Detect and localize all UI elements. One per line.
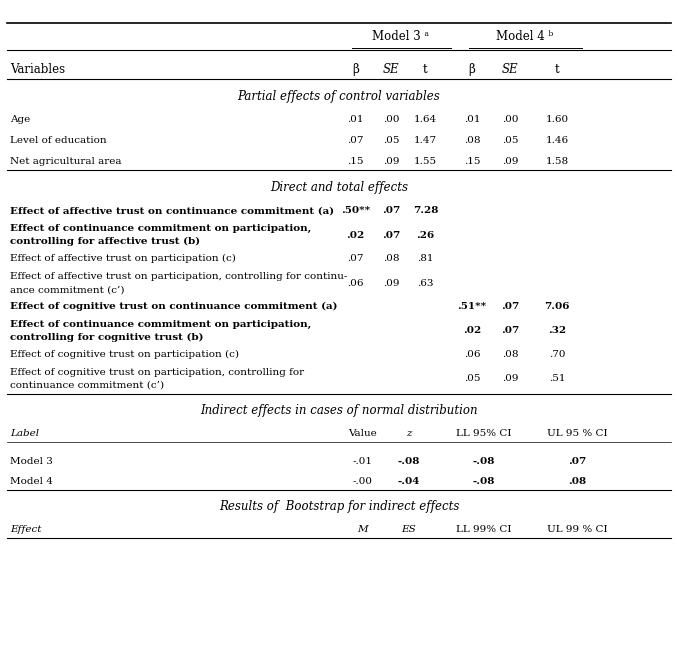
Text: .00: .00 xyxy=(502,115,519,124)
Text: .01: .01 xyxy=(347,115,364,124)
Text: .32: .32 xyxy=(548,326,566,336)
Text: ance commitment (c’): ance commitment (c’) xyxy=(10,285,125,294)
Text: Model 3: Model 3 xyxy=(10,457,53,467)
Text: LL 95% CI: LL 95% CI xyxy=(456,429,512,438)
Text: Partial effects of control variables: Partial effects of control variables xyxy=(237,89,441,103)
Text: .07: .07 xyxy=(501,326,519,336)
Text: Value: Value xyxy=(348,429,377,438)
Text: .81: .81 xyxy=(417,254,434,263)
Text: SE: SE xyxy=(382,63,399,76)
Text: -.01: -.01 xyxy=(353,457,372,467)
Text: .06: .06 xyxy=(464,349,480,359)
Text: t: t xyxy=(423,63,428,76)
Text: 1.55: 1.55 xyxy=(414,157,437,166)
Text: LL 99% CI: LL 99% CI xyxy=(456,525,512,534)
Text: SE: SE xyxy=(502,63,519,76)
Text: .08: .08 xyxy=(567,476,586,486)
Text: Results of  Bootstrap for indirect effects: Results of Bootstrap for indirect effect… xyxy=(219,500,459,513)
Text: UL 95 % CI: UL 95 % CI xyxy=(546,429,607,438)
Text: β: β xyxy=(352,63,359,76)
Text: .09: .09 xyxy=(382,157,399,166)
Text: .15: .15 xyxy=(347,157,364,166)
Text: .26: .26 xyxy=(416,231,435,240)
Text: .07: .07 xyxy=(347,254,364,263)
Text: .51: .51 xyxy=(549,374,565,383)
Text: .09: .09 xyxy=(502,374,519,383)
Text: .07: .07 xyxy=(501,302,519,311)
Text: Direct and total effects: Direct and total effects xyxy=(270,180,408,193)
Text: .05: .05 xyxy=(382,136,399,145)
Text: UL 99 % CI: UL 99 % CI xyxy=(546,525,607,534)
Text: Effect of continuance commitment on participation,: Effect of continuance commitment on part… xyxy=(10,320,311,329)
Text: .70: .70 xyxy=(549,349,565,359)
Text: Effect of continuance commitment on participation,: Effect of continuance commitment on part… xyxy=(10,224,311,234)
Text: .09: .09 xyxy=(502,157,519,166)
Text: -.08: -.08 xyxy=(397,457,420,467)
Text: Effect of affective trust on participation, controlling for continu-: Effect of affective trust on participati… xyxy=(10,272,348,281)
Text: 1.47: 1.47 xyxy=(414,136,437,145)
Text: ES: ES xyxy=(401,525,416,534)
Text: .01: .01 xyxy=(464,115,480,124)
Text: controlling for cognitive trust (b): controlling for cognitive trust (b) xyxy=(10,333,203,342)
Text: Effect of affective trust on participation (c): Effect of affective trust on participati… xyxy=(10,254,236,263)
Text: Model 4 ᵇ: Model 4 ᵇ xyxy=(496,30,553,43)
Text: Model 4: Model 4 xyxy=(10,476,53,486)
Text: Indirect effects in cases of normal distribution: Indirect effects in cases of normal dist… xyxy=(200,404,478,417)
Text: controlling for affective trust (b): controlling for affective trust (b) xyxy=(10,238,200,246)
Text: .02: .02 xyxy=(463,326,481,336)
Text: z: z xyxy=(406,429,412,438)
Text: .63: .63 xyxy=(417,278,434,288)
Text: t: t xyxy=(555,63,559,76)
Text: .07: .07 xyxy=(347,136,364,145)
Text: Effect of cognitive trust on participation, controlling for: Effect of cognitive trust on participati… xyxy=(10,368,304,376)
Text: .06: .06 xyxy=(347,278,364,288)
Text: 1.64: 1.64 xyxy=(414,115,437,124)
Text: .05: .05 xyxy=(502,136,519,145)
Text: 7.06: 7.06 xyxy=(544,302,570,311)
Text: 7.28: 7.28 xyxy=(413,207,438,215)
Text: Net agricultural area: Net agricultural area xyxy=(10,157,121,166)
Text: .07: .07 xyxy=(382,207,400,215)
Text: 1.60: 1.60 xyxy=(545,115,568,124)
Text: .08: .08 xyxy=(382,254,399,263)
Text: 1.46: 1.46 xyxy=(545,136,568,145)
Text: Effect of cognitive trust on continuance commitment (a): Effect of cognitive trust on continuance… xyxy=(10,302,338,311)
Text: .07: .07 xyxy=(382,231,400,240)
Text: Age: Age xyxy=(10,115,31,124)
Text: Label: Label xyxy=(10,429,39,438)
Text: .08: .08 xyxy=(502,349,519,359)
Text: Level of education: Level of education xyxy=(10,136,106,145)
Text: .09: .09 xyxy=(382,278,399,288)
Text: Effect of cognitive trust on participation (c): Effect of cognitive trust on participati… xyxy=(10,349,239,359)
Text: continuance commitment (c’): continuance commitment (c’) xyxy=(10,380,164,390)
Text: .07: .07 xyxy=(567,457,586,467)
Text: -.08: -.08 xyxy=(473,476,495,486)
Text: M: M xyxy=(357,525,367,534)
Text: Effect of affective trust on continuance commitment (a): Effect of affective trust on continuance… xyxy=(10,207,334,215)
Text: -.00: -.00 xyxy=(353,476,372,486)
Text: -.04: -.04 xyxy=(397,476,420,486)
Text: .51**: .51** xyxy=(458,302,486,311)
Text: .15: .15 xyxy=(464,157,480,166)
Text: .05: .05 xyxy=(464,374,480,383)
Text: -.08: -.08 xyxy=(473,457,495,467)
Text: Effect: Effect xyxy=(10,525,41,534)
Text: Model 3 ᵃ: Model 3 ᵃ xyxy=(372,30,429,43)
Text: 1.58: 1.58 xyxy=(545,157,568,166)
Text: .50**: .50** xyxy=(341,207,370,215)
Text: .00: .00 xyxy=(382,115,399,124)
Text: β: β xyxy=(468,63,475,76)
Text: Variables: Variables xyxy=(10,63,65,76)
Text: .08: .08 xyxy=(464,136,480,145)
Text: .02: .02 xyxy=(346,231,365,240)
